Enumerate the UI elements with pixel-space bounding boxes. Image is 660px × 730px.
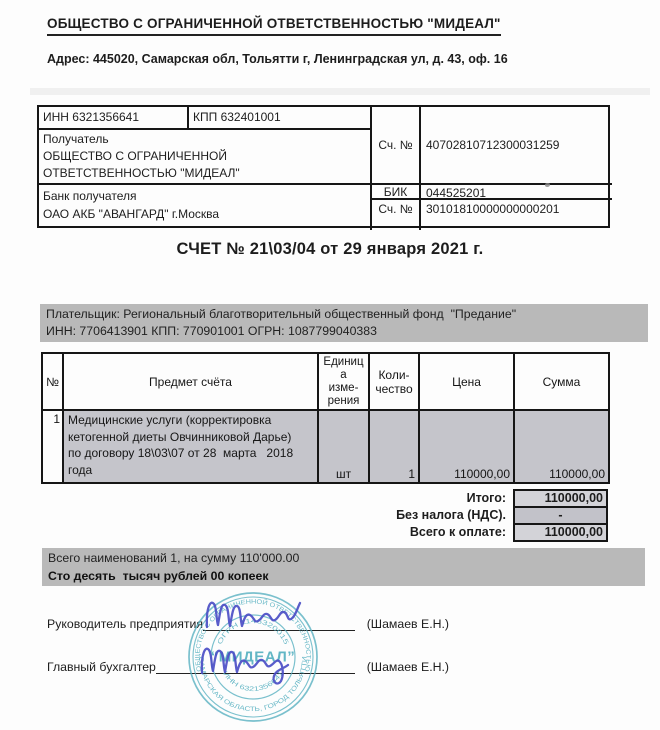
accountant-signature-line — [155, 655, 355, 674]
accountant-ink-signature — [200, 647, 290, 685]
company-round-stamp: ОБЩЕСТВО С ОГРАНИЧЕННОЙ ОТВЕТСТВЕННОСТЬЮ… — [188, 592, 318, 722]
tax-label: Без налога (НДС). — [396, 508, 506, 522]
bank-details-table: ИНН 6321356641 КПП 632401001 Получатель … — [37, 105, 612, 230]
item-subject: Медицинские услуги (корректировка кетоге… — [62, 409, 319, 484]
summary-block: Всего наименований 1, на сумму 110'000.0… — [42, 548, 645, 586]
stamp-outer-circle2 — [192, 596, 314, 718]
director-ink-signature — [205, 601, 302, 629]
bank-bik-label: БИК — [370, 183, 419, 200]
bank-name-cell: Банк получателя ОАО АКБ "АВАНГАРД" г.Мос… — [39, 183, 370, 230]
bank-corr-account-label: Сч. № — [370, 200, 419, 230]
stamp-outer-circle — [188, 592, 318, 722]
items-table-header-row: № Предмет счёта Единиц а изме- рения Кол… — [41, 352, 610, 411]
bank-account-label: Сч. № — [370, 107, 419, 183]
header-subject: Предмет счёта — [62, 352, 319, 411]
company-title: ОБЩЕСТВО С ОГРАНИЧЕННОЙ ОТВЕТСТВЕННОСТЬЮ… — [47, 16, 501, 36]
bank-inn-cell: ИНН 6321356641 — [39, 107, 189, 130]
tax-row: Без налога (НДС). - — [41, 506, 608, 525]
due-row: Всего к оплате: 110000,00 — [41, 523, 608, 542]
item-unit: шт — [317, 409, 370, 484]
director-label: Руководитель предприятия — [47, 617, 204, 631]
total-label: Итого: — [466, 491, 506, 505]
accountant-label: Главный бухгалтер — [47, 660, 156, 674]
scan-artifact-speck — [545, 183, 550, 187]
accountant-name: (Шамаев Е.Н.) — [366, 660, 449, 674]
bank-kpp-cell: КПП 632401001 — [189, 107, 370, 130]
header-qty: Коли- чество — [368, 352, 420, 411]
item-qty: 1 — [368, 409, 420, 484]
director-name: (Шамаев Е.Н.) — [366, 617, 449, 631]
payer-line1: Плательщик: Региональный благотворительн… — [46, 307, 517, 321]
bank-account-value: 40702810712300031259 — [419, 107, 612, 183]
header-sum: Сумма — [513, 352, 610, 411]
scan-artifact-streak — [30, 88, 650, 95]
due-value: 110000,00 — [513, 523, 608, 542]
header-num: № — [41, 352, 64, 411]
payer-block: Плательщик: Региональный благотворительн… — [40, 304, 648, 342]
bank-recipient-cell: Получатель ОБЩЕСТВО С ОГРАНИЧЕННОЙ ОТВЕТ… — [43, 132, 240, 180]
header-unit: Единиц а изме- рения — [317, 352, 370, 411]
item-price: 110000,00 — [418, 409, 515, 484]
director-signature-row: Руководитель предприятия (Шамаев Е.Н.) — [47, 612, 449, 631]
summary-amount-words: Сто десять тысяч рублей 00 копеек — [48, 568, 269, 583]
invoice-title: СЧЕТ № 21\03/04 от 29 января 2021 г. — [176, 240, 484, 258]
handwritten-signatures — [200, 601, 302, 685]
totals-section: Итого: 110000,00 Без налога (НДС). - Все… — [41, 489, 608, 542]
company-address: Адрес: 445020, Самарская обл, Тольятти г… — [47, 52, 508, 66]
item-row: 1 Медицинские услуги (корректировка кето… — [41, 409, 610, 484]
accountant-signature-row: Главный бухгалтер (Шамаев Е.Н.) — [47, 655, 449, 674]
director-signature-line — [203, 612, 355, 631]
items-table: № Предмет счёта Единиц а изме- рения Кол… — [41, 352, 610, 484]
item-sum: 110000,00 — [513, 409, 610, 484]
summary-line1: Всего наименований 1, на сумму 110'000.0… — [48, 551, 300, 565]
bank-bik-value: 044525201 — [419, 183, 612, 200]
header-price: Цена — [418, 352, 515, 411]
bank-corr-account-value: 30101810000000000201 — [419, 200, 612, 230]
payer-line2: ИНН: 7706413901 КПП: 770901001 ОГРН: 108… — [46, 324, 377, 338]
item-num: 1 — [41, 409, 64, 484]
due-label: Всего к оплате: — [409, 525, 506, 539]
